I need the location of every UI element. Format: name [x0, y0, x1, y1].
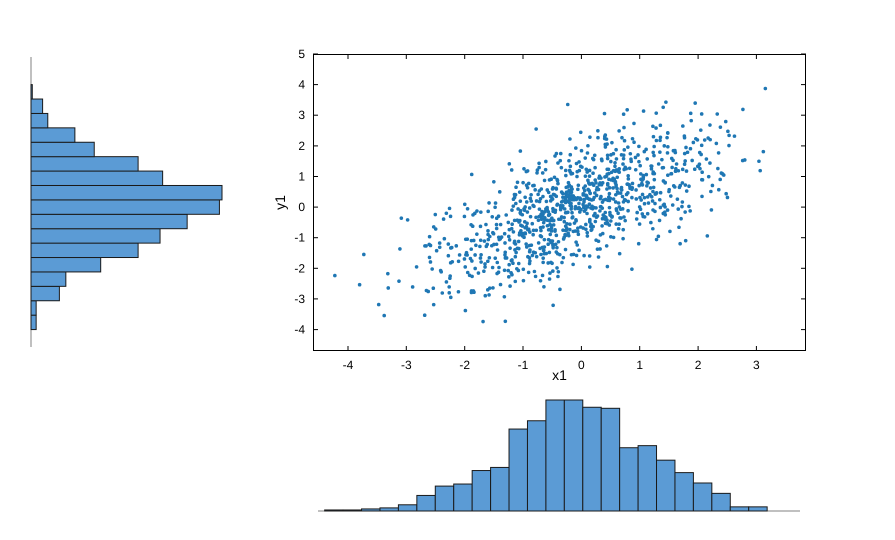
svg-text:0: 0	[578, 358, 585, 372]
svg-text:1: 1	[298, 170, 305, 184]
svg-text:3: 3	[753, 358, 760, 372]
svg-text:y1: y1	[272, 195, 288, 210]
svg-text:-2: -2	[459, 358, 470, 372]
svg-text:-3: -3	[294, 292, 305, 306]
svg-text:2: 2	[695, 358, 702, 372]
svg-text:0: 0	[298, 200, 305, 214]
svg-text:1: 1	[636, 358, 643, 372]
svg-text:-4: -4	[294, 323, 305, 337]
svg-text:-4: -4	[343, 358, 354, 372]
svg-text:-2: -2	[294, 261, 305, 275]
svg-text:-3: -3	[401, 358, 412, 372]
svg-text:4: 4	[298, 78, 305, 92]
svg-text:2: 2	[298, 139, 305, 153]
svg-text:x1: x1	[552, 367, 567, 383]
svg-text:5: 5	[298, 47, 305, 61]
svg-text:3: 3	[298, 108, 305, 122]
svg-text:-1: -1	[518, 358, 529, 372]
svg-text:-1: -1	[294, 231, 305, 245]
